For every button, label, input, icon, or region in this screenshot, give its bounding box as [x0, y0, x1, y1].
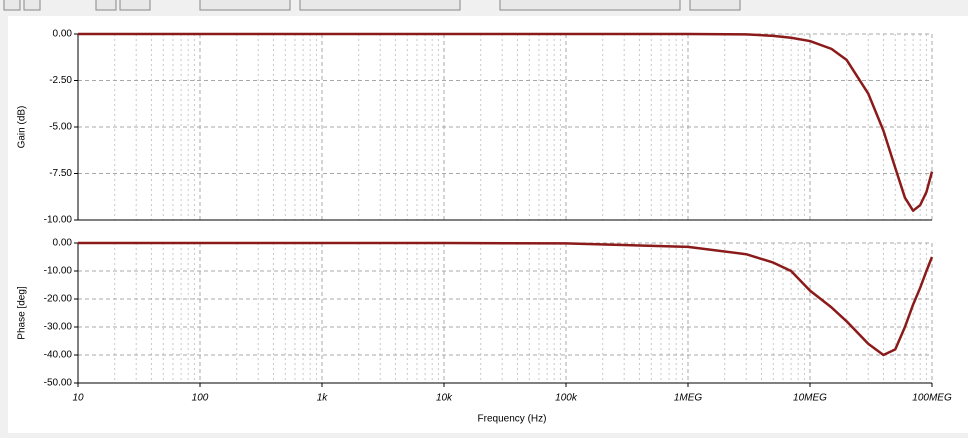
data-line: [78, 241, 934, 357]
tool-button[interactable]: [199, 0, 291, 11]
tool-button[interactable]: [689, 0, 741, 11]
y-tick-label: -30.00: [44, 322, 73, 333]
data-line: [78, 32, 934, 212]
y-tick-label: -7.50: [49, 168, 72, 179]
y-tick-label: -40.00: [44, 350, 73, 361]
y-axis-label: Gain (dB): [17, 106, 28, 149]
x-tick-label: 10: [72, 393, 84, 404]
toolbar: [0, 0, 968, 14]
tool-button[interactable]: [23, 0, 41, 11]
y-tick-label: -10.00: [44, 266, 73, 277]
x-tick-label: 10MEG: [793, 393, 827, 404]
x-axis-label: Frequency (Hz): [478, 414, 547, 425]
x-tick-label: 1MEG: [674, 393, 703, 404]
y-tick-label: -5.00: [49, 122, 72, 133]
y-tick-label: -10.00: [44, 215, 73, 226]
tool-button[interactable]: [95, 0, 117, 11]
tool-button[interactable]: [299, 0, 461, 11]
plot-area: [78, 243, 932, 383]
tool-button[interactable]: [119, 0, 151, 11]
y-axis-label: Phase [deg]: [17, 286, 28, 340]
x-tick-label: 100: [192, 393, 209, 404]
y-tick-label: -20.00: [44, 294, 73, 305]
y-tick-label: -2.50: [49, 75, 72, 86]
x-tick-label: 100k: [555, 393, 578, 404]
x-tick-label: 10k: [436, 393, 453, 404]
tool-button[interactable]: [499, 0, 681, 11]
y-tick-label: 0.00: [53, 238, 73, 249]
y-tick-label: 0.00: [53, 29, 73, 40]
x-tick-label: 100MEG: [912, 393, 952, 404]
x-tick-label: 1k: [317, 393, 329, 404]
tool-button[interactable]: [3, 0, 21, 11]
y-tick-label: -50.00: [44, 378, 73, 389]
